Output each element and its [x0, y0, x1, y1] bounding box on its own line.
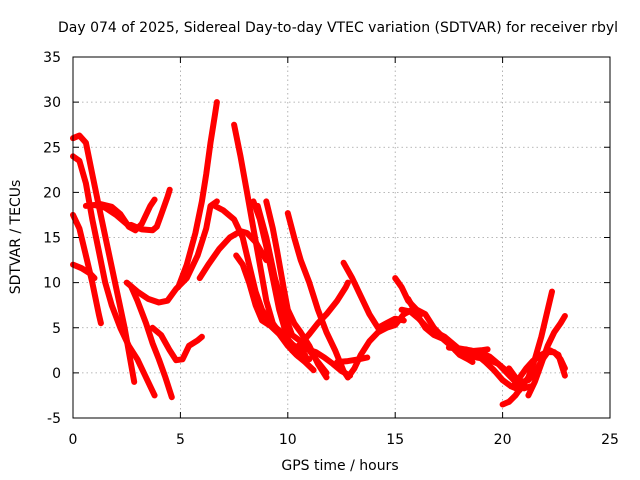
y-tick-label: 25 [43, 140, 61, 156]
y-tick-label: 30 [43, 95, 61, 111]
series-arc-4 [70, 261, 98, 282]
series-arc-7 [128, 186, 173, 234]
series-arc-32 [525, 313, 568, 399]
x-tick-label: 25 [601, 432, 619, 448]
ticks: 0 5 10 15 20 25 -5 0 5 10 15 20 25 30 35 [43, 50, 619, 448]
series-arc-8 [123, 198, 220, 306]
grid [73, 57, 610, 418]
series-arc-21 [291, 344, 354, 379]
x-tick-label: 20 [494, 432, 512, 448]
series-arc-10 [149, 324, 205, 364]
x-tick-label: 0 [69, 432, 78, 448]
series-arc-20 [289, 279, 351, 354]
series-arc-23 [344, 306, 424, 381]
series-arc-6 [97, 196, 158, 234]
y-tick-label: 35 [43, 50, 61, 66]
series-arc-9 [128, 283, 175, 401]
chart-title: Day 074 of 2025, Sidereal Day-to-day VTE… [58, 20, 618, 36]
y-tick-label: 20 [43, 185, 61, 201]
x-tick-label: 5 [176, 432, 185, 448]
x-axis-label: GPS time / hours [281, 458, 398, 474]
y-axis-label: SDTVAR / TECUs [8, 180, 24, 295]
series-group [70, 99, 568, 408]
series-arc-22 [340, 259, 407, 331]
y-tick-label: 15 [43, 231, 61, 247]
y-tick-label: 10 [43, 276, 61, 292]
series-arc-11 [175, 99, 220, 291]
series-arc-29 [452, 346, 523, 393]
series-arc-18 [263, 198, 330, 381]
x-tick-label: 10 [279, 432, 297, 448]
series-arc-3 [70, 211, 104, 327]
series-arc-24 [334, 354, 371, 365]
x-tick-label: 15 [386, 432, 404, 448]
y-tick-label: 5 [52, 321, 61, 337]
series-arc-2 [70, 153, 158, 399]
series-arc-33 [506, 349, 568, 385]
y-tick-label: 0 [52, 366, 61, 382]
y-tick-label: -5 [47, 411, 61, 427]
